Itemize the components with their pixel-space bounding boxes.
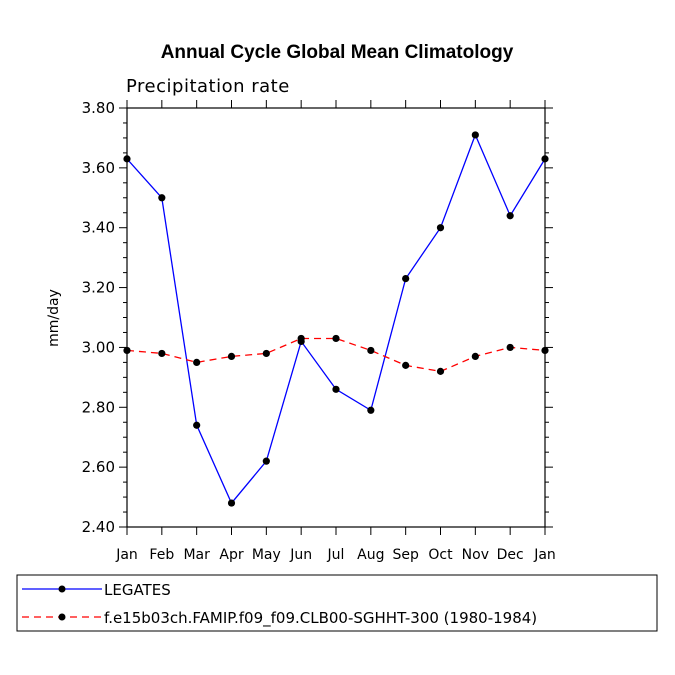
series-2-point	[262, 349, 270, 358]
x-tick-label: Oct	[428, 547, 453, 563]
series-2-point	[297, 334, 305, 343]
series-1-point	[123, 155, 131, 163]
x-tick-label: May	[252, 547, 281, 563]
y-tick-label: 3.00	[82, 338, 115, 356]
legend-label-1: LEGATES	[104, 581, 171, 599]
plot-frame	[126, 107, 546, 528]
x-tick-label: Nov	[462, 547, 489, 563]
series-2-point	[367, 346, 375, 355]
series-lines	[126, 133, 546, 505]
legend-entry-2: f.e15b03ch.FAMIP.f09_f09.CLB00-SGHHT-300…	[22, 609, 537, 628]
series-1-point	[506, 212, 514, 220]
x-tick-label: Apr	[219, 547, 243, 563]
series-2-point	[193, 358, 201, 366]
series-line-2	[126, 337, 546, 373]
series-2-point	[506, 343, 514, 352]
series-1-point	[541, 155, 549, 163]
y-tick-label: 3.80	[82, 99, 115, 117]
series-line-1	[126, 133, 546, 505]
series-points	[123, 131, 549, 507]
x-tick-label: Jan	[533, 547, 556, 563]
series-1-point	[158, 194, 166, 202]
series-2-point	[332, 334, 340, 343]
series-2-point	[123, 346, 131, 355]
series-1-point	[193, 421, 201, 429]
legend-entry-1: LEGATES	[22, 581, 171, 599]
x-tick-label: Aug	[357, 547, 384, 563]
series-2-point	[158, 349, 166, 358]
y-tick-label: 2.60	[82, 458, 115, 476]
x-tick-label: Jul	[327, 547, 345, 563]
series-1-point	[471, 131, 479, 139]
series-1-point	[227, 499, 236, 507]
series-2-point	[402, 361, 410, 369]
series-2-point	[471, 352, 479, 361]
y-tick-label: 3.20	[82, 279, 115, 297]
x-tick-label: Feb	[149, 547, 174, 563]
series-2-point	[227, 352, 236, 361]
chart-title: Annual Cycle Global Mean Climatology	[161, 42, 514, 63]
x-tick-label: Dec	[497, 547, 524, 563]
y-tick-label: 2.80	[82, 398, 115, 416]
chart-subtitle: Precipitation rate	[126, 76, 290, 97]
legend-swatch-marker-1	[58, 585, 66, 593]
x-tick-labels: Jan Feb Mar Apr May Jun Jul Aug Sep Oct Nov Dec Jan	[115, 547, 556, 563]
y-tick-labels: 2.40 2.60 2.80 3.00 3.20 3.40 3.60 3.80	[82, 99, 115, 536]
series-1-point	[436, 224, 445, 232]
y-axis-label: mm/day	[46, 289, 62, 347]
axis-ticks	[119, 100, 553, 535]
x-tick-label: Mar	[183, 547, 210, 563]
x-tick-label: Sep	[392, 547, 419, 563]
series-2-point	[436, 367, 445, 375]
y-tick-label: 3.40	[82, 219, 115, 237]
legend-swatch-marker-2	[58, 613, 66, 621]
x-tick-label: Jun	[289, 547, 312, 563]
series-1-point	[332, 385, 340, 393]
y-tick-label: 2.40	[82, 518, 115, 536]
series-1-point	[402, 274, 410, 283]
series-1-point	[262, 457, 270, 465]
y-tick-label: 3.60	[82, 159, 115, 177]
x-tick-label: Jan	[115, 547, 138, 563]
legend-box	[16, 574, 658, 632]
legend-label-2: f.e15b03ch.FAMIP.f09_f09.CLB00-SGHHT-300…	[104, 609, 537, 628]
series-2-point	[541, 346, 549, 355]
series-1-point	[367, 406, 375, 414]
